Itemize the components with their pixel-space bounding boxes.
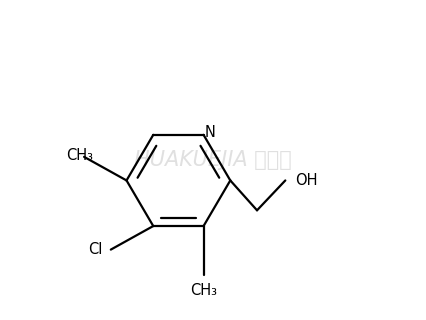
Text: OH: OH	[295, 173, 317, 188]
Text: Cl: Cl	[88, 242, 102, 257]
Text: N: N	[204, 125, 215, 140]
Text: CH₃: CH₃	[190, 283, 217, 298]
Text: CH₃: CH₃	[66, 148, 93, 163]
Text: HUAKUEJIA 化学加: HUAKUEJIA 化学加	[134, 150, 292, 170]
